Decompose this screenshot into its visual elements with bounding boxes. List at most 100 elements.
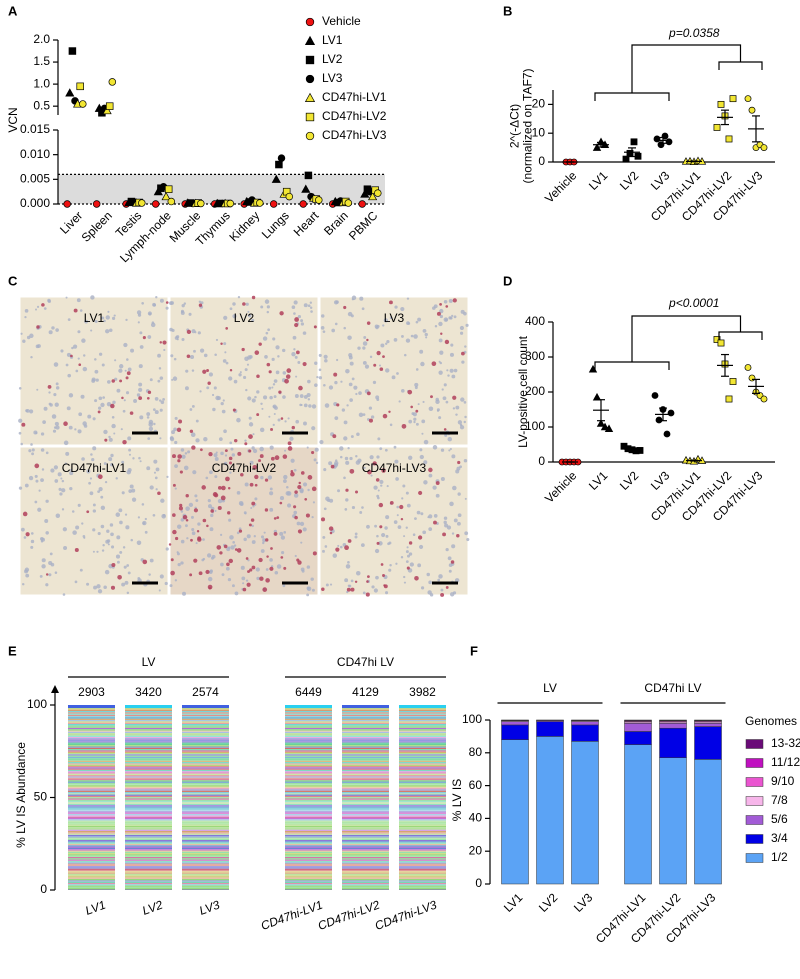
nucleus: [194, 494, 198, 498]
stain: [229, 369, 233, 372]
nucleus: [391, 375, 396, 380]
stain: [297, 529, 303, 534]
nucleus: [55, 328, 59, 332]
stain: [186, 354, 191, 359]
nucleus: [180, 448, 185, 452]
nucleus: [252, 433, 255, 436]
stain: [220, 495, 226, 501]
nucleus: [244, 439, 247, 442]
nucleus: [238, 373, 242, 377]
nucleus: [129, 484, 134, 489]
nucleus: [50, 468, 55, 473]
nucleus: [441, 388, 444, 391]
stain: [232, 408, 236, 412]
stain: [259, 576, 264, 581]
nucleus: [420, 361, 425, 367]
nucleus: [62, 527, 67, 532]
nucleus: [405, 560, 409, 563]
marker: [604, 424, 614, 432]
nucleus: [454, 578, 460, 583]
stain: [126, 371, 131, 376]
legend-swatch: [745, 796, 764, 806]
nucleus: [61, 479, 65, 483]
nucleus: [443, 520, 447, 525]
nucleus: [263, 395, 268, 400]
nucleus: [405, 338, 411, 343]
axis-arrow: [51, 685, 59, 693]
stain: [245, 557, 249, 560]
nucleus: [77, 429, 82, 434]
nucleus: [346, 590, 349, 594]
nucleus: [318, 368, 322, 372]
y-axis-label: LV-positive cell count: [516, 335, 530, 448]
nucleus: [283, 474, 288, 480]
stain: [216, 545, 222, 550]
nucleus: [103, 585, 107, 590]
nucleus: [116, 535, 121, 540]
nucleus: [459, 325, 464, 331]
stain: [296, 558, 300, 562]
stain: [440, 332, 443, 335]
nucleus: [98, 396, 103, 401]
stain: [274, 455, 280, 461]
nucleus: [18, 431, 22, 435]
stain: [456, 533, 460, 538]
nucleus: [92, 528, 96, 532]
nucleus: [70, 468, 73, 472]
stain: [202, 518, 207, 523]
nucleus: [440, 448, 445, 452]
nucleus: [445, 547, 449, 552]
nucleus: [314, 383, 318, 388]
stain: [22, 511, 28, 517]
nucleus: [443, 516, 448, 520]
nucleus: [47, 298, 51, 303]
nucleus: [82, 366, 88, 372]
nucleus: [75, 369, 79, 373]
marker: [344, 199, 353, 207]
nucleus: [148, 419, 154, 425]
nucleus: [369, 355, 373, 359]
nucleus: [229, 441, 233, 445]
stain: [294, 515, 298, 520]
stain: [224, 449, 228, 453]
nucleus: [389, 423, 393, 427]
nucleus: [95, 378, 99, 382]
stain: [265, 538, 269, 542]
bar-segment: [659, 727, 687, 758]
nucleus: [398, 400, 401, 403]
nucleus: [88, 481, 91, 485]
nucleus: [43, 307, 47, 310]
stain: [414, 575, 419, 581]
nucleus: [287, 417, 290, 420]
stain: [284, 378, 289, 384]
nucleus: [291, 305, 296, 310]
stain: [248, 434, 253, 440]
stain: [313, 325, 317, 329]
nucleus: [215, 338, 219, 342]
nucleus: [89, 477, 93, 480]
stain: [329, 531, 333, 535]
nucleus: [111, 415, 115, 419]
nucleus: [362, 591, 366, 595]
y-tick-label: 100: [27, 697, 47, 711]
nucleus: [237, 296, 241, 299]
nucleus: [303, 303, 308, 308]
nucleus: [432, 485, 437, 490]
bar-segment: [659, 757, 687, 885]
nucleus: [160, 400, 165, 405]
stain: [311, 450, 315, 455]
nucleus: [232, 584, 235, 588]
stain: [256, 413, 260, 417]
nucleus: [238, 527, 242, 531]
nucleus: [349, 361, 354, 366]
stain: [208, 587, 212, 590]
legend-label: CD47hi-LV3: [322, 128, 387, 142]
nucleus: [297, 361, 301, 364]
nucleus: [106, 529, 110, 533]
nucleus: [395, 562, 398, 565]
nucleus: [463, 458, 468, 463]
nucleus: [192, 470, 197, 475]
nucleus: [377, 496, 380, 500]
nucleus: [459, 425, 465, 430]
legend-marker: [304, 35, 316, 45]
